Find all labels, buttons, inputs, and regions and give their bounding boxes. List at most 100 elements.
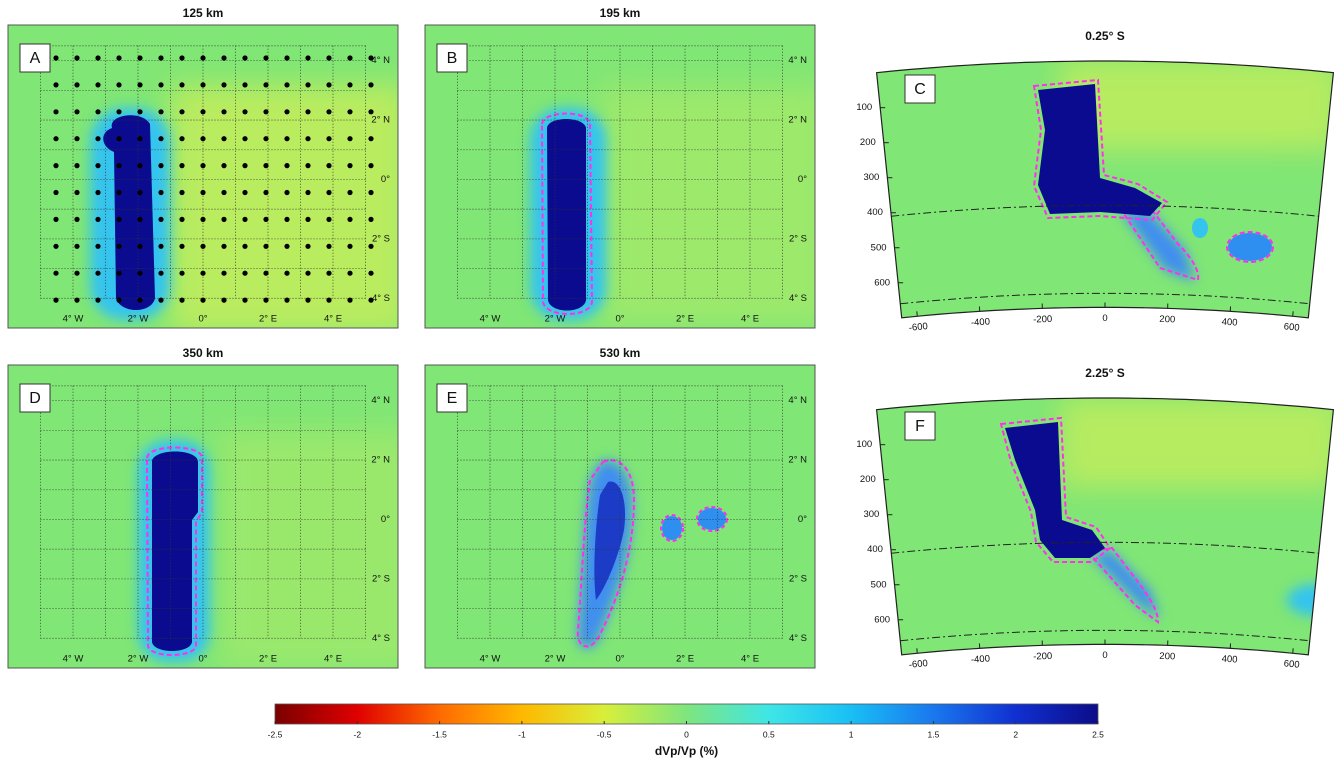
station-dot: [179, 55, 185, 61]
colorbar-tick-label: 2: [1013, 729, 1018, 739]
panel-letter-box: [19, 43, 51, 73]
station-dot: [74, 189, 80, 196]
station-dot: [326, 82, 332, 88]
station-dot: [53, 297, 59, 303]
station-dot: [347, 163, 353, 169]
y-tick-label: 100: [856, 102, 872, 113]
panel-letter: E: [447, 390, 458, 407]
station-dot: [305, 216, 311, 222]
station-dot: [95, 297, 101, 303]
station-dot: [326, 297, 332, 303]
station-dot: [53, 136, 59, 142]
station-dot: [305, 55, 311, 61]
colorbar-tick-label: -2.5: [268, 729, 283, 739]
station-dot: [263, 189, 269, 196]
station-dot: [221, 270, 227, 276]
station-dot: [137, 216, 143, 222]
panel-c-field: [1032, 61, 1334, 282]
station-dot: [221, 55, 227, 61]
panel-f-field: [999, 398, 1334, 624]
panel-letter: F: [915, 418, 925, 435]
x-tick-label: 0°: [198, 314, 207, 325]
y-tick-label: 2° N: [788, 455, 807, 466]
x-tick-label: 4° W: [480, 654, 501, 665]
station-dot: [137, 55, 143, 61]
station-dot: [347, 189, 353, 196]
station-dot: [179, 136, 185, 142]
station-dot: [263, 163, 269, 169]
y-tick-label: 0°: [798, 174, 807, 185]
y-tick-label: 600: [874, 614, 890, 625]
x-tick-label: 4° E: [741, 654, 759, 665]
station-dot: [305, 243, 311, 249]
panel-letter-box: [904, 74, 936, 104]
x-tick-label: 0: [1102, 313, 1107, 324]
station-dot: [326, 55, 332, 61]
panel-title: 350 km: [183, 346, 224, 360]
station-dot: [179, 163, 185, 169]
station-dot: [116, 270, 122, 276]
station-dot: [74, 136, 80, 142]
colorbar-tick-label: -2: [354, 729, 362, 739]
station-dot: [200, 189, 206, 196]
station-dot: [221, 136, 227, 142]
map-frame: [7, 24, 399, 329]
panel-title: 530 km: [600, 346, 641, 360]
station-dot: [200, 136, 206, 142]
station-dot: [242, 243, 248, 249]
station-dot: [116, 297, 122, 303]
station-dot: [158, 216, 164, 222]
station-dot: [95, 189, 101, 196]
station-dot: [347, 297, 353, 303]
station-dot: [53, 189, 59, 196]
station-dot: [242, 163, 248, 169]
colorbar-tick-label: -1: [518, 729, 526, 739]
x-tick-label: 400: [1221, 317, 1238, 329]
x-tick-label: 0°: [615, 314, 624, 325]
station-dot: [116, 136, 122, 142]
station-dot: [284, 243, 290, 249]
panel-letter: A: [30, 50, 41, 67]
station-dot: [74, 216, 80, 222]
station-dot: [347, 136, 353, 142]
station-dot: [242, 216, 248, 222]
station-dot: [74, 109, 80, 115]
panel-d-field: [138, 430, 398, 668]
x-tick-label: -600: [908, 658, 928, 671]
station-dot: [137, 109, 143, 115]
station-dot: [95, 109, 101, 115]
station-dot: [326, 189, 332, 196]
x-tick-label: -600: [908, 321, 928, 334]
x-tick-label: 4° E: [324, 314, 342, 325]
station-dot: [137, 297, 143, 303]
colorbar: [275, 704, 1098, 724]
y-tick-label: 300: [863, 172, 879, 183]
x-tick-label: 600: [1283, 658, 1300, 670]
station-dot: [137, 82, 143, 88]
station-dot: [116, 163, 122, 169]
station-dot: [53, 82, 59, 88]
y-tick-label: 4° N: [371, 55, 390, 66]
section-frame: [875, 397, 1334, 656]
station-dot: [284, 216, 290, 222]
x-tick-label: 2° E: [259, 654, 277, 665]
x-tick-label: 4° W: [480, 314, 501, 325]
colorbar-label: dVp/Vp (%): [655, 744, 718, 758]
station-dot: [221, 297, 227, 303]
station-dot: [347, 216, 353, 222]
station-dot: [368, 163, 374, 169]
colorbar-tick-label: 2.5: [1092, 729, 1104, 739]
station-dot: [200, 163, 206, 169]
x-tick-label: 4° W: [63, 314, 84, 325]
x-tick-label: 0: [1102, 650, 1107, 661]
station-dot: [368, 216, 374, 222]
y-tick-label: 0°: [798, 514, 807, 525]
discontinuity-line: [900, 292, 1310, 305]
station-dot: [221, 109, 227, 115]
y-tick-label: 4° S: [789, 633, 807, 644]
station-dot: [284, 189, 290, 196]
station-dot: [158, 55, 164, 61]
station-dot: [263, 297, 269, 303]
station-dot: [221, 189, 227, 196]
